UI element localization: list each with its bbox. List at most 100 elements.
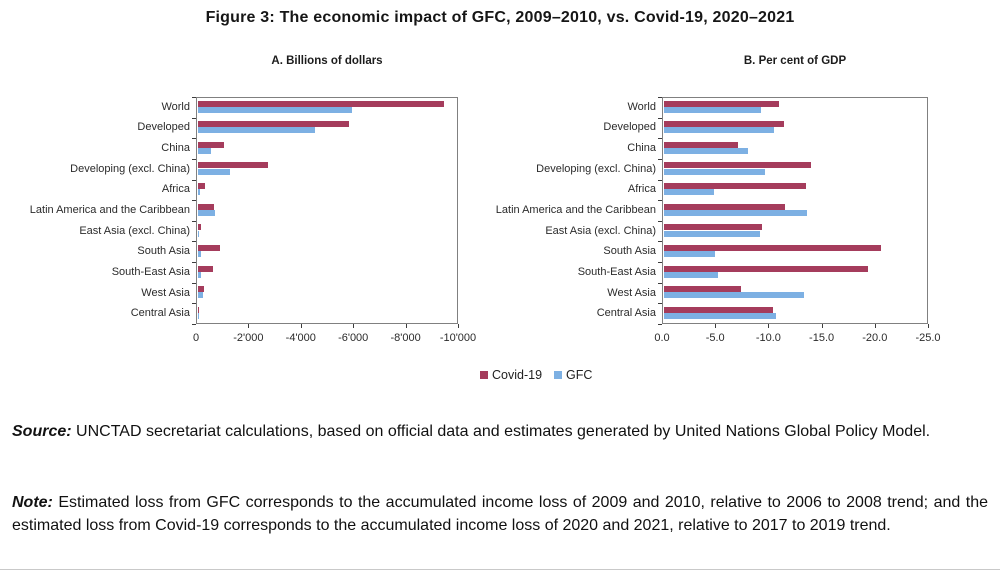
bar-covid-19-west-asia xyxy=(663,286,742,293)
source-paragraph: Source: UNCTAD secretariat calculations,… xyxy=(12,420,988,443)
panel-a-x-tick xyxy=(300,324,302,328)
panel-a-category-label-west-asia: West Asia xyxy=(141,286,190,299)
panel-b-x-tick xyxy=(928,324,929,328)
bar-covid-19-africa xyxy=(663,183,807,190)
bar-gfc-africa xyxy=(663,189,714,196)
chart-legend: Covid-19 GFC xyxy=(480,368,592,382)
source-label: Source: xyxy=(12,423,72,440)
panel-a-category-label-developing-excl-china: Developing (excl. China) xyxy=(70,162,190,175)
bar-gfc-south-east-asia xyxy=(663,271,718,278)
panel-b-x-tick xyxy=(874,324,876,328)
bar-gfc-world xyxy=(663,106,762,113)
panel-a-x-tick xyxy=(353,324,355,328)
panel-a-plot-area xyxy=(196,97,458,324)
legend-covid19-label: Covid-19 xyxy=(492,368,543,382)
bar-covid-19-east-asia-excl-china xyxy=(663,224,763,231)
legend-item-covid19: Covid-19 xyxy=(480,368,542,382)
panel-b-category-label-developed: Developed xyxy=(603,121,656,134)
bar-covid-19-west-asia xyxy=(197,286,204,293)
panel-a-category-label-east-asia-excl-china: East Asia (excl. China) xyxy=(79,224,190,237)
panel-b-category-label-world: World xyxy=(627,100,656,113)
panel-b-category-label-central-asia: Central Asia xyxy=(596,307,656,320)
panel-b-y-tick xyxy=(658,303,662,305)
panel-b-y-tick xyxy=(658,282,662,284)
panel-b-category-label-latin-america-and-the-caribbean: Latin America and the Caribbean xyxy=(495,204,656,216)
panel-b-y-tick xyxy=(658,97,662,98)
panel-b-x-label-0: 0.0 xyxy=(654,332,670,344)
panel-b-category-label-west-asia: West Asia xyxy=(607,286,656,299)
bar-gfc-east-asia-excl-china xyxy=(663,230,761,237)
bar-gfc-south-asia xyxy=(197,251,201,258)
panel-b-y-tick xyxy=(658,262,662,264)
legend-item-gfc: GFC xyxy=(554,368,592,382)
panel-a-x-tick xyxy=(248,324,250,328)
panel-b-y-tick xyxy=(658,241,662,243)
bar-gfc-south-east-asia xyxy=(197,271,201,278)
panel-a-category-label-africa: Africa xyxy=(161,183,190,196)
bar-gfc-latin-america-and-the-caribbean xyxy=(663,209,808,216)
bar-covid-19-east-asia-excl-china xyxy=(197,224,201,231)
panel-b-y-tick xyxy=(658,158,662,160)
bar-covid-19-world xyxy=(197,100,444,107)
source-text: UNCTAD secretariat calculations, based o… xyxy=(76,423,931,440)
panel-a-y-tick xyxy=(192,117,196,119)
panel-b-x-label-4: -20.0 xyxy=(862,332,888,344)
bar-covid-19-central-asia xyxy=(197,306,199,313)
figure-title: Figure 3: The economic impact of GFC, 20… xyxy=(205,9,795,26)
bar-gfc-china xyxy=(663,147,748,154)
panel-b-y-tick xyxy=(658,179,662,181)
bar-gfc-west-asia xyxy=(197,292,204,299)
note-text: Estimated loss from GFC corresponds to t… xyxy=(12,494,989,534)
panel-b-y-tick xyxy=(658,220,662,222)
panel-a-y-tick xyxy=(192,200,196,202)
panel-a-x-label-2: -4'000 xyxy=(285,332,316,344)
panel-b-x-tick xyxy=(821,324,823,328)
bar-covid-19-south-east-asia xyxy=(197,265,214,272)
bar-covid-19-latin-america-and-the-caribbean xyxy=(663,203,785,210)
covid19-swatch-icon xyxy=(480,371,488,379)
panel-a-title: A. Billions of dollars xyxy=(271,55,383,67)
panel-b-category-label-china: China xyxy=(627,142,656,155)
bar-covid-19-developed xyxy=(663,121,784,128)
bar-covid-19-africa xyxy=(197,183,206,190)
note-paragraph: Note: Estimated loss from GFC correspond… xyxy=(12,491,988,537)
panel-b-category-label-south-east-asia: South-East Asia xyxy=(577,265,656,278)
panel-a-category-label-world: World xyxy=(161,100,190,113)
panel-b-x-tick xyxy=(715,324,717,328)
bar-covid-19-china xyxy=(197,141,224,148)
panel-b-y-tick xyxy=(658,200,662,202)
panel-a-y-tick xyxy=(192,158,196,160)
panel-a-y-tick xyxy=(192,138,196,140)
panel-a-x-label-4: -8'000 xyxy=(390,332,421,344)
panel-a-y-tick xyxy=(192,324,196,325)
panel-a-category-label-developed: Developed xyxy=(137,121,190,134)
panel-a-x-label-1: -2'000 xyxy=(233,332,264,344)
panel-a-category-label-south-east-asia: South-East Asia xyxy=(111,265,190,278)
bar-gfc-developing-excl-china xyxy=(197,168,231,175)
bar-gfc-west-asia xyxy=(663,292,804,299)
panel-a-y-tick xyxy=(192,179,196,181)
panel-a-category-label-latin-america-and-the-caribbean: Latin America and the Caribbean xyxy=(29,204,190,216)
panel-b-y-tick xyxy=(658,324,662,325)
bar-covid-19-world xyxy=(663,100,780,107)
panel-a-category-label-south-asia: South Asia xyxy=(137,245,190,258)
bar-gfc-south-asia xyxy=(663,251,715,258)
panel-a-y-tick xyxy=(192,220,196,222)
bar-gfc-developed xyxy=(663,127,775,134)
bar-covid-19-latin-america-and-the-caribbean xyxy=(197,203,214,210)
bar-covid-19-south-asia xyxy=(663,244,881,251)
bar-gfc-developing-excl-china xyxy=(663,168,765,175)
panel-b-y-tick xyxy=(658,117,662,119)
panel-a-x-tick xyxy=(405,324,407,328)
panel-a-x-label-5: -10'000 xyxy=(439,332,477,344)
bar-covid-19-developed xyxy=(197,121,350,128)
panel-b-x-label-1: -5.0 xyxy=(705,332,725,344)
bar-covid-19-central-asia xyxy=(663,306,774,313)
bar-covid-19-south-east-asia xyxy=(663,265,868,272)
gfc-swatch-icon xyxy=(554,371,563,379)
panel-a-x-label-3: -6'000 xyxy=(338,332,369,344)
panel-a-y-tick xyxy=(192,262,196,264)
bar-covid-19-china xyxy=(663,141,738,148)
panel-a-x-label-0: 0 xyxy=(192,332,200,344)
